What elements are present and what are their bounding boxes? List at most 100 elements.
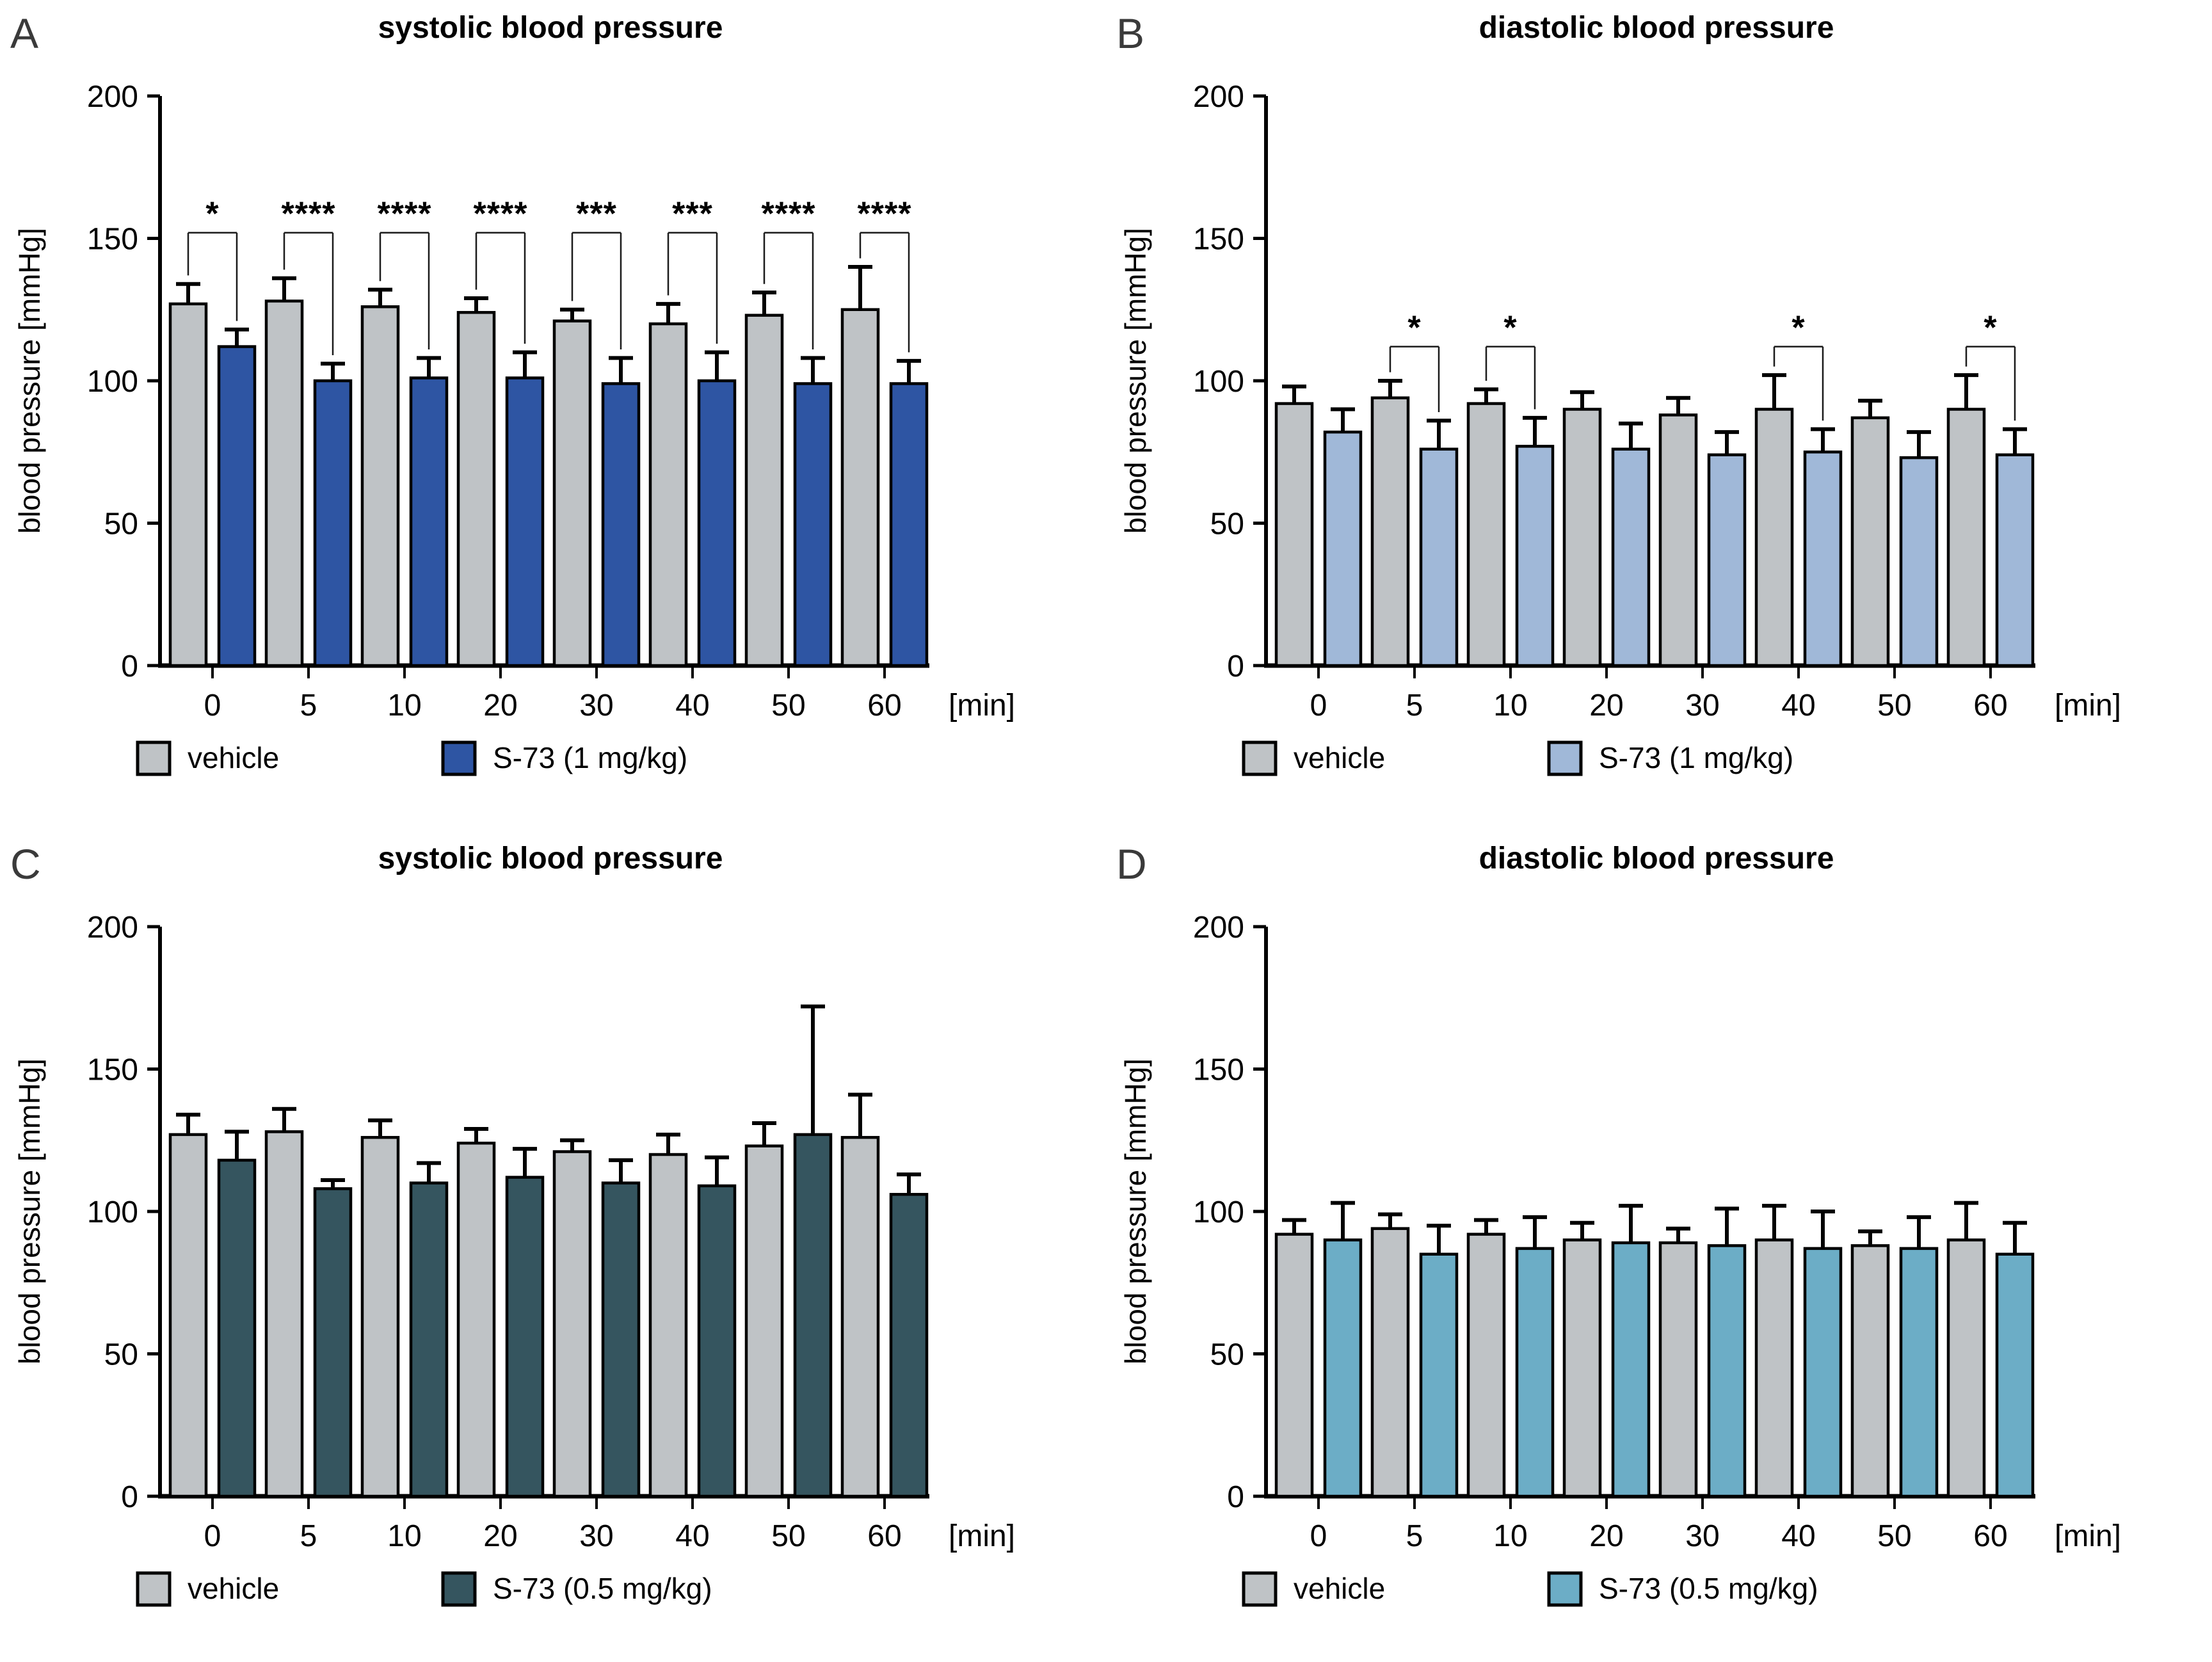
bar-vehicle-20: [456, 310, 496, 667]
x-tick-label: 50: [1877, 689, 1911, 723]
x-axis-unit-label: [min]: [949, 689, 1015, 723]
x-tick-label: 40: [675, 1519, 709, 1553]
chart-B: 0 50 100 150 200 blood pressure [mmHg] 0 5 * 10 * 2…: [1119, 80, 2121, 776]
bar-s73-0: [1323, 1238, 1363, 1498]
bar-s73-10: [1515, 445, 1555, 667]
x-tick-label: 60: [867, 1519, 901, 1553]
bar-s73-20: [505, 376, 545, 667]
bar-s73-10: [1515, 1247, 1555, 1498]
panel-letter-D: D: [1116, 840, 1147, 888]
bar-s73-50: [1899, 456, 1939, 667]
x-tick-label: 5: [300, 1519, 317, 1553]
y-tick-label: 100: [1193, 1195, 1244, 1229]
chart-C: 0 50 100 150 200 blood pressure [mmHg] 0 5 10 20 3…: [13, 911, 1015, 1607]
bar-vehicle-0: [168, 302, 208, 667]
bar-vehicle-30: [1658, 1241, 1698, 1498]
legend-swatch-vehicle: [1242, 1571, 1278, 1607]
bar-vehicle-30: [1658, 413, 1698, 667]
panel-letter-A: A: [10, 10, 39, 57]
y-tick-label: 0: [121, 650, 138, 683]
y-tick-label: 0: [1227, 1480, 1244, 1514]
bar-vehicle-30: [552, 1150, 592, 1498]
x-tick-label: 40: [1781, 689, 1815, 723]
x-tick-label: 10: [1493, 1519, 1527, 1553]
x-tick-label: 0: [1310, 689, 1327, 723]
bar-vehicle-5: [1370, 396, 1410, 667]
bar-s73-0: [217, 1158, 257, 1498]
x-tick-label: 40: [1781, 1519, 1815, 1553]
bar-vehicle-40: [1754, 408, 1794, 667]
y-axis-label: blood pressure [mmHg]: [13, 228, 46, 534]
legend-swatch-s73: [1547, 740, 1583, 776]
bar-vehicle-0: [168, 1133, 208, 1498]
panel-letter-C: C: [10, 840, 41, 888]
x-tick-label: 60: [1973, 689, 2007, 723]
x-tick-label: 20: [483, 689, 517, 723]
bar-s73-60: [889, 382, 929, 667]
bar-vehicle-60: [1946, 1238, 1986, 1498]
bar-s73-5: [313, 379, 353, 667]
panel-title-D: diastolic blood pressure: [1479, 842, 1834, 875]
x-tick-label: 10: [387, 689, 421, 723]
y-axis-label: blood pressure [mmHg]: [13, 1059, 46, 1364]
y-tick-label: 0: [1227, 650, 1244, 683]
bar-s73-10: [409, 376, 449, 667]
sig-stars: *: [205, 196, 219, 233]
bar-vehicle-60: [840, 308, 880, 667]
y-tick-label: 100: [87, 1195, 138, 1229]
bar-vehicle-60: [1946, 408, 1986, 667]
legend-swatch-s73: [1547, 1571, 1583, 1607]
bar-s73-50: [793, 382, 833, 667]
panel-title-B: diastolic blood pressure: [1479, 11, 1834, 45]
bar-vehicle-40: [648, 1153, 688, 1498]
bar-vehicle-10: [360, 305, 400, 667]
x-tick-label: 60: [867, 689, 901, 723]
bar-s73-50: [1899, 1247, 1939, 1498]
bar-s73-60: [889, 1193, 929, 1498]
legend-swatch-vehicle: [136, 1571, 172, 1607]
y-tick-label: 150: [87, 223, 138, 257]
x-tick-label: 10: [1493, 689, 1527, 723]
bar-vehicle-20: [456, 1141, 496, 1498]
x-axis-unit-label: [min]: [2055, 1519, 2121, 1553]
x-tick-label: 5: [1406, 1519, 1423, 1553]
x-tick-label: 20: [1589, 689, 1623, 723]
sig-stars: *: [1503, 310, 1517, 347]
bar-vehicle-30: [552, 319, 592, 667]
bar-vehicle-10: [1466, 402, 1506, 667]
x-tick-label: 5: [300, 689, 317, 723]
bar-s73-30: [601, 1181, 641, 1498]
bar-vehicle-20: [1562, 1238, 1602, 1498]
sig-stars: *: [1407, 310, 1421, 347]
x-tick-label: 50: [771, 1519, 805, 1553]
x-tick-label: 30: [1685, 1519, 1719, 1553]
bar-vehicle-10: [360, 1136, 400, 1498]
bar-vehicle-5: [1370, 1227, 1410, 1498]
y-tick-label: 50: [104, 507, 138, 541]
x-tick-label: 20: [1589, 1519, 1623, 1553]
y-tick-label: 100: [87, 365, 138, 399]
y-tick-label: 0: [121, 1480, 138, 1514]
bar-vehicle-0: [1274, 402, 1314, 667]
legend-label-s73: S-73 (0.5 mg/kg): [1599, 1572, 1818, 1605]
x-tick-label: 0: [1310, 1519, 1327, 1553]
y-axis-label: blood pressure [mmHg]: [1119, 228, 1152, 534]
y-tick-label: 50: [104, 1338, 138, 1372]
x-tick-label: 50: [1877, 1519, 1911, 1553]
bar-vehicle-20: [1562, 408, 1602, 667]
bar-s73-20: [1611, 1241, 1651, 1498]
bar-s73-50: [793, 1133, 833, 1498]
bar-s73-30: [1707, 453, 1747, 667]
x-tick-label: 60: [1973, 1519, 2007, 1553]
panel-A: A systolic blood pressure 0 50 100 150 200 bl…: [0, 0, 1106, 831]
bar-s73-5: [1419, 1252, 1459, 1498]
legend-label-vehicle: vehicle: [188, 741, 279, 774]
sig-stars: ****: [762, 196, 816, 233]
legend-label-s73: S-73 (1 mg/kg): [493, 741, 687, 774]
bar-s73-60: [1995, 1252, 2035, 1498]
sig-stars: ****: [474, 196, 528, 233]
x-tick-label: 5: [1406, 689, 1423, 723]
x-tick-label: 10: [387, 1519, 421, 1553]
x-axis-unit-label: [min]: [949, 1519, 1015, 1553]
